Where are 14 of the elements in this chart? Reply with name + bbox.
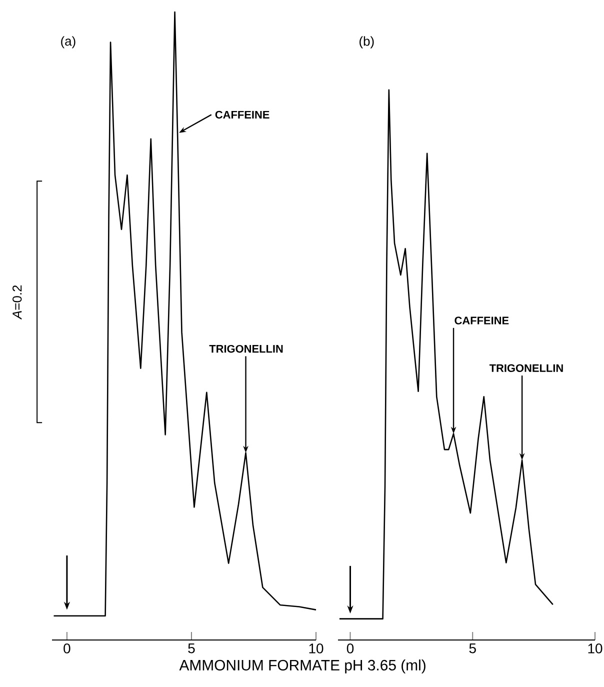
x-axis-title: AMMONIUM FORMATE pH 3.65 (ml) [179,660,426,674]
text: (a) [61,36,76,48]
x-tick-label: 10 [588,644,602,654]
x-tick-label: 5 [188,644,195,654]
x-tick-label: 0 [64,644,70,654]
chart-title: (b) [360,36,374,48]
x-tick-label: 10 [309,644,324,654]
annotation: CAFFEINE [215,110,270,119]
annotation: TRIGONELLIN [489,364,563,372]
annotation: TRIGONELLIN [209,344,283,353]
text: A=0.2 [12,285,22,320]
x-tick-label: 5 [469,644,476,654]
x-tick-label: 0 [346,644,354,654]
annotation: CAFFEINE [454,316,509,324]
